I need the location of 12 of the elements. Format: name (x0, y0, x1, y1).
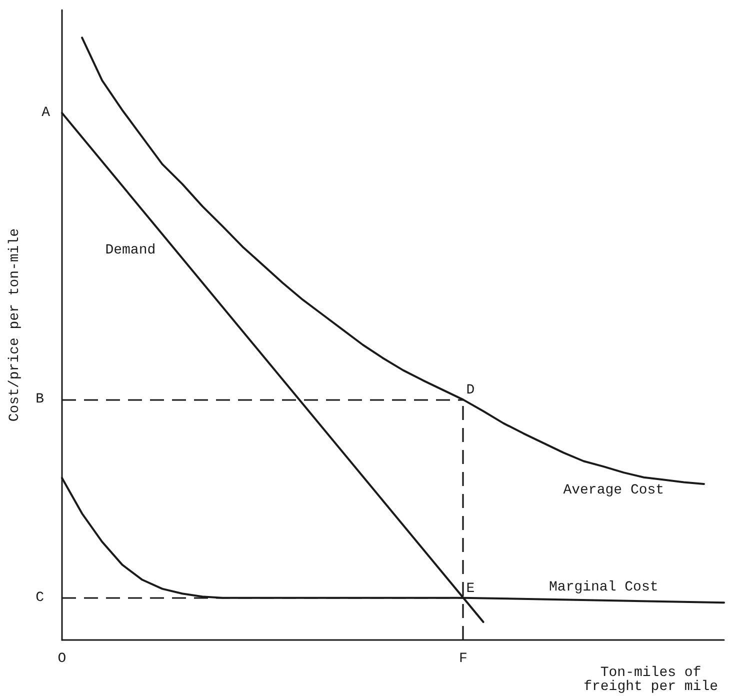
series-label: Marginal Cost (549, 579, 658, 596)
series-label: Average Cost (563, 482, 664, 499)
ref-line-label: B (36, 392, 44, 408)
y-axis-title: Cost/price per ton-mile (7, 228, 23, 422)
x-axis-title: Ton-miles of freight per mile (584, 665, 718, 695)
x-tick-label: F (459, 651, 468, 667)
x-tick-label: O (58, 651, 66, 667)
annotation: D (466, 382, 475, 399)
series-label: Demand (105, 242, 156, 259)
annotation: A (42, 104, 51, 121)
ref-line-label: C (36, 590, 44, 606)
annotation: E (466, 580, 475, 597)
